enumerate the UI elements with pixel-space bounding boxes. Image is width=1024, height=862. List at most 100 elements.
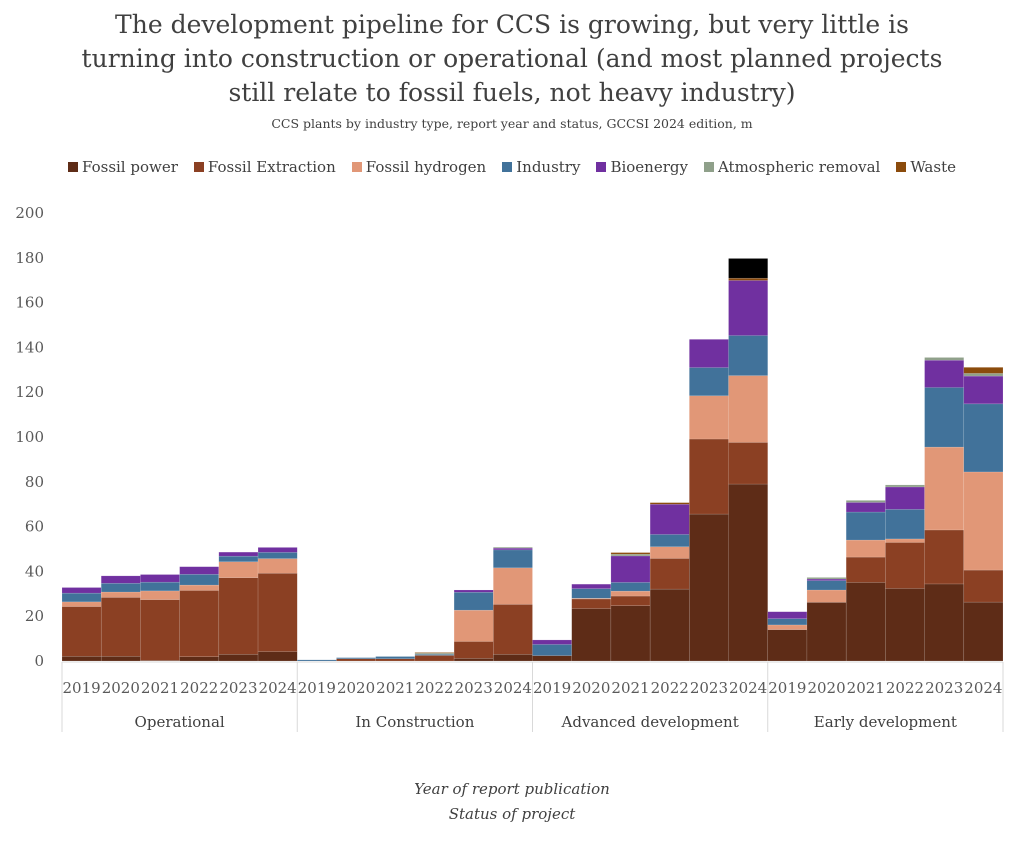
- bar-segment: [649, 546, 690, 559]
- x-tick-label: 2019: [768, 679, 806, 697]
- x-tick-label: 2022: [180, 679, 218, 697]
- bar-segment: [610, 553, 651, 557]
- bar-segment: [610, 605, 651, 662]
- y-tick-label: 40: [25, 562, 44, 580]
- x-tick-label: 2024: [729, 679, 767, 697]
- bar-segment: [610, 590, 651, 597]
- bar-segment: [689, 395, 729, 440]
- x-tick-label: 2019: [298, 679, 336, 697]
- bar-segment: [885, 588, 925, 662]
- x-tick-label: 2024: [259, 679, 297, 697]
- bar-segment: [61, 606, 102, 657]
- bar-segment: [649, 588, 690, 662]
- legend-swatch: [703, 162, 714, 172]
- bar-segment: [414, 655, 455, 662]
- x-tick-label: 2023: [925, 679, 963, 697]
- bar-segment: [806, 602, 847, 662]
- y-tick-label: 80: [25, 473, 44, 491]
- x-tick-label: 2022: [886, 679, 924, 697]
- chart-title-line: still relate to fossil fuels, not heavy …: [228, 78, 796, 107]
- bar-segment: [649, 502, 690, 505]
- legend-swatch: [596, 162, 607, 172]
- bar-segment: [571, 608, 612, 662]
- x-tick-label: 2023: [219, 679, 257, 697]
- legend-label: Bioenergy: [610, 158, 688, 176]
- bar-segment: [767, 629, 808, 662]
- bar-segment: [218, 561, 259, 578]
- x-group-label: In Construction: [355, 713, 474, 731]
- bar-segment: [257, 547, 298, 553]
- y-tick-label: 180: [15, 249, 44, 267]
- legend-item: Fossil power: [68, 158, 178, 176]
- bar-segment: [728, 483, 769, 662]
- legend-item: Fossil hydrogen: [351, 158, 487, 176]
- bar-segment: [100, 656, 141, 662]
- bar-segment: [100, 591, 141, 598]
- legend-label: Waste: [910, 158, 956, 176]
- bar-segment: [963, 375, 1004, 405]
- x-axis-title-status: Status of project: [448, 805, 576, 823]
- bar-segment: [218, 577, 259, 655]
- bar-segment: [61, 587, 102, 594]
- bar-segment: [414, 652, 455, 654]
- bar-segment: [493, 546, 533, 549]
- bar-segment: [218, 654, 259, 662]
- bar-segment: [845, 539, 886, 558]
- y-tick-label: 100: [15, 428, 44, 446]
- bar-segment: [610, 595, 651, 606]
- y-tick-label: 60: [25, 518, 44, 536]
- legend-swatch: [502, 162, 513, 172]
- bar-segment: [728, 442, 769, 485]
- bar-segment: [532, 644, 572, 656]
- bar-segment: [179, 656, 220, 662]
- bar-segment: [297, 659, 337, 662]
- bar-segment: [649, 558, 690, 590]
- bar-segment: [493, 567, 533, 605]
- x-tick-label: 2024: [494, 679, 532, 697]
- y-tick-label: 120: [15, 383, 44, 401]
- bar-segment: [140, 590, 180, 600]
- bar-segment: [140, 574, 180, 583]
- bar-segment: [375, 658, 416, 662]
- y-tick-label: 160: [15, 294, 44, 312]
- legend-label: Fossil hydrogen: [365, 158, 487, 176]
- legend-swatch: [68, 162, 78, 172]
- bar-segment: [649, 503, 690, 535]
- legend-swatch: [896, 162, 907, 172]
- bar-segment: [453, 609, 494, 642]
- chart-subtitle: CCS plants by industry type, report year…: [271, 116, 753, 131]
- x-tick-label: 2020: [337, 679, 375, 697]
- bar-segment: [924, 357, 965, 361]
- bar-segment: [924, 359, 965, 388]
- bar-segment: [179, 584, 220, 591]
- legend-item: Industry: [502, 158, 580, 176]
- chart-title: The development pipeline for CCS is grow…: [0, 8, 1024, 110]
- x-tick-label: 2021: [611, 679, 649, 697]
- x-group-label: Operational: [135, 713, 225, 731]
- bar-segment: [845, 500, 886, 503]
- legend-label: Fossil power: [82, 158, 178, 176]
- bar-segment: [845, 502, 886, 513]
- y-tick-label: 140: [15, 338, 44, 356]
- bar-segment: [140, 581, 180, 592]
- legend-label: Fossil Extraction: [207, 158, 336, 176]
- bar-segment: [100, 597, 141, 657]
- x-tick-label: 2022: [651, 679, 689, 697]
- bar-segment: [767, 611, 808, 619]
- bar-segment: [453, 641, 494, 659]
- bar-segment: [610, 555, 651, 583]
- y-tick-label: 0: [34, 652, 44, 670]
- bar-segment: [179, 590, 220, 657]
- bar-segment: [610, 582, 651, 592]
- legend-item: Atmospheric removal: [703, 158, 880, 176]
- bar-segment: [845, 582, 886, 662]
- bar-segment: [728, 277, 769, 281]
- bar-segment: [689, 513, 729, 662]
- legend-item: Waste: [896, 158, 956, 176]
- x-tick-label: 2021: [376, 679, 414, 697]
- legend-swatch: [193, 162, 204, 172]
- x-tick-label: 2020: [572, 679, 610, 697]
- chart-title-line: turning into construction or operational…: [81, 44, 943, 73]
- bar-segment: [963, 367, 1004, 374]
- x-group-label: Early development: [814, 713, 957, 731]
